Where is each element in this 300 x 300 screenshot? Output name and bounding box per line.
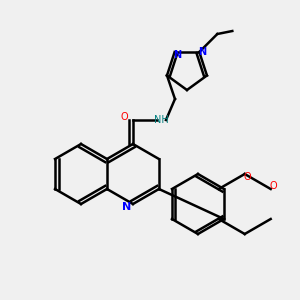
Text: O: O xyxy=(270,181,278,191)
Text: NH: NH xyxy=(154,115,169,125)
Text: O: O xyxy=(244,172,251,182)
Text: N: N xyxy=(198,47,206,57)
Text: N: N xyxy=(174,50,182,60)
Text: N: N xyxy=(122,202,132,212)
Text: O: O xyxy=(120,112,128,122)
